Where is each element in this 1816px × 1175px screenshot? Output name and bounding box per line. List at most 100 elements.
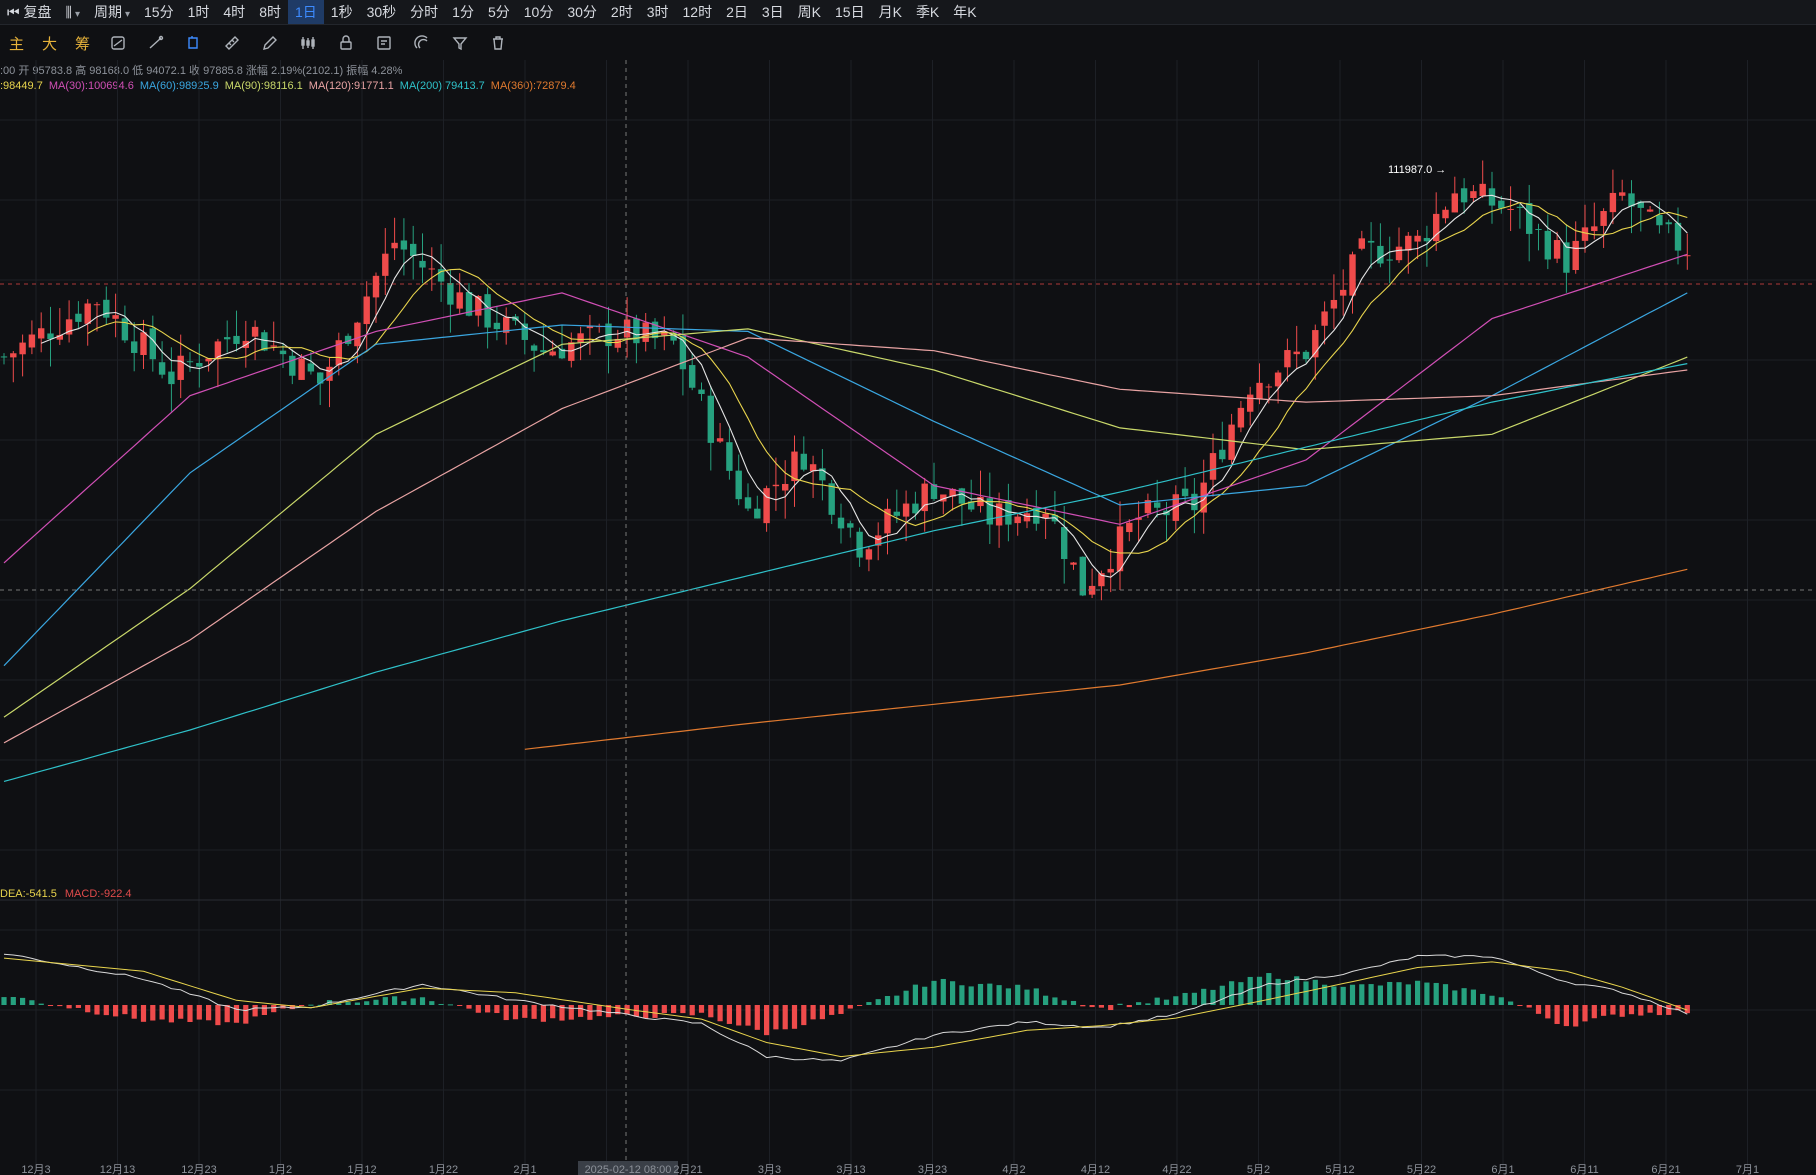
candle-body	[233, 335, 240, 344]
interval-3[interactable]: 8时	[259, 4, 281, 20]
candle-body	[1535, 228, 1542, 230]
replay-button[interactable]: ⏮ 复盘	[7, 4, 52, 20]
candle-body	[912, 503, 919, 514]
macd-bar	[243, 1005, 249, 1024]
macd-bar	[661, 1005, 667, 1014]
interval-14[interactable]: 12时	[682, 4, 713, 20]
x-tick-label: 5月2	[1247, 1164, 1270, 1175]
candle-body	[1526, 202, 1533, 234]
candle-body	[121, 318, 129, 341]
interval-6[interactable]: 30秒	[366, 4, 397, 20]
candle-body	[772, 484, 780, 487]
interval-12[interactable]: 2时	[610, 4, 633, 20]
candle-body	[1516, 206, 1524, 208]
macd-bar	[103, 1005, 109, 1016]
macd-bar	[1080, 1005, 1086, 1007]
macd-bar	[587, 1005, 593, 1020]
candle-body	[447, 283, 454, 305]
macd-bar	[540, 1005, 546, 1022]
macd-bar	[1573, 1005, 1579, 1027]
drawing-toolbar: 主 大 筹	[0, 28, 1816, 58]
macd-bar	[20, 997, 26, 1005]
chips-button[interactable]: 筹	[75, 35, 91, 53]
interval-8[interactable]: 1分	[452, 4, 474, 20]
macd-bar	[1256, 976, 1263, 1005]
candle-body	[326, 366, 333, 381]
interval-2[interactable]: 4时	[223, 4, 246, 20]
trash-icon[interactable]	[488, 33, 508, 53]
candle-body	[1228, 424, 1235, 460]
big-button[interactable]: 大	[42, 35, 58, 53]
macd-bar	[1275, 978, 1281, 1005]
period-dropdown[interactable]: 周期 ▾	[93, 4, 131, 20]
macd-bar	[1452, 990, 1458, 1005]
ma10-line	[87, 201, 1688, 554]
x-tick-label: 6月21	[1651, 1164, 1680, 1175]
interval-10[interactable]: 10分	[523, 4, 554, 20]
interval-1[interactable]: 1时	[187, 4, 210, 20]
cursor-select-icon[interactable]	[184, 33, 204, 53]
interval-9[interactable]: 5分	[487, 4, 510, 20]
candle-body	[1265, 386, 1272, 388]
interval-19[interactable]: 月K	[878, 4, 902, 20]
candle-body	[800, 453, 807, 470]
template-icon[interactable]	[374, 33, 394, 53]
candle-body	[1684, 255, 1691, 257]
candle-body	[986, 498, 993, 525]
interval-20[interactable]: 季K	[915, 4, 940, 20]
ma-curve-MA90	[3, 328, 1688, 718]
macd-bar	[726, 1005, 732, 1024]
interval-16[interactable]: 3日	[761, 4, 784, 20]
interval-7[interactable]: 分时	[410, 4, 439, 20]
candle-body	[884, 508, 891, 534]
draw-line-icon[interactable]	[146, 33, 166, 53]
interval-18[interactable]: 15日	[835, 4, 865, 20]
ruler-icon[interactable]	[222, 33, 242, 53]
macd-bar	[1136, 1002, 1142, 1005]
candle-body	[1460, 188, 1468, 203]
macd-bar	[364, 1001, 370, 1005]
macd-bar	[1173, 996, 1179, 1005]
indicator-icon[interactable]	[108, 33, 128, 53]
x-tick-label: 7月1	[1736, 1164, 1759, 1175]
macd-bar	[38, 1003, 44, 1005]
candle-body	[56, 335, 63, 340]
x-tick-label: 5月12	[1325, 1164, 1354, 1175]
candles-icon[interactable]	[298, 33, 318, 53]
candle-body	[568, 342, 575, 361]
candle-body	[1544, 230, 1551, 260]
candle-body	[1395, 246, 1403, 261]
candle-body	[521, 323, 528, 340]
interval-15[interactable]: 2日	[726, 4, 748, 20]
interval-5[interactable]: 1秒	[330, 4, 353, 20]
pencil-icon[interactable]	[260, 33, 280, 53]
candle-body	[623, 319, 631, 338]
macd-dif-line	[3, 953, 1688, 1062]
interval-4[interactable]: 1日	[287, 0, 324, 24]
candle-body	[1284, 350, 1291, 368]
candle-body	[177, 355, 184, 380]
interval-11[interactable]: 30分	[567, 4, 597, 20]
chart-type-button[interactable]: ⫼ ▾	[59, 0, 87, 24]
filter-icon[interactable]	[450, 33, 470, 53]
interval-0[interactable]: 15分	[144, 4, 174, 20]
interval-13[interactable]: 3时	[646, 4, 669, 20]
candle-body	[1628, 193, 1635, 207]
lock-icon[interactable]	[336, 33, 356, 53]
macd-bar	[150, 1005, 156, 1021]
macd-bar	[215, 1005, 221, 1026]
price-chart[interactable]: 111987.0 → 12月3 12月13 12月23 1月2 1月12 1月22 2月1 20…	[0, 60, 1816, 1175]
macd-bar	[1284, 980, 1290, 1005]
magnet-icon[interactable]	[412, 33, 432, 53]
main-indicator-button[interactable]: 主	[9, 35, 25, 53]
chevron-down-icon: ▾	[74, 9, 80, 20]
interval-17[interactable]: 周K	[797, 4, 822, 20]
macd-bar	[615, 1005, 621, 1015]
macd-bar	[1545, 1005, 1551, 1019]
macd-bar	[178, 1005, 184, 1019]
interval-21[interactable]: 年K	[953, 4, 977, 20]
x-tick-label: 4月22	[1162, 1164, 1191, 1175]
candle-body	[344, 335, 352, 344]
macd-bar	[847, 1005, 853, 1009]
macd_legend-0: DEA:-541.5	[0, 888, 57, 900]
